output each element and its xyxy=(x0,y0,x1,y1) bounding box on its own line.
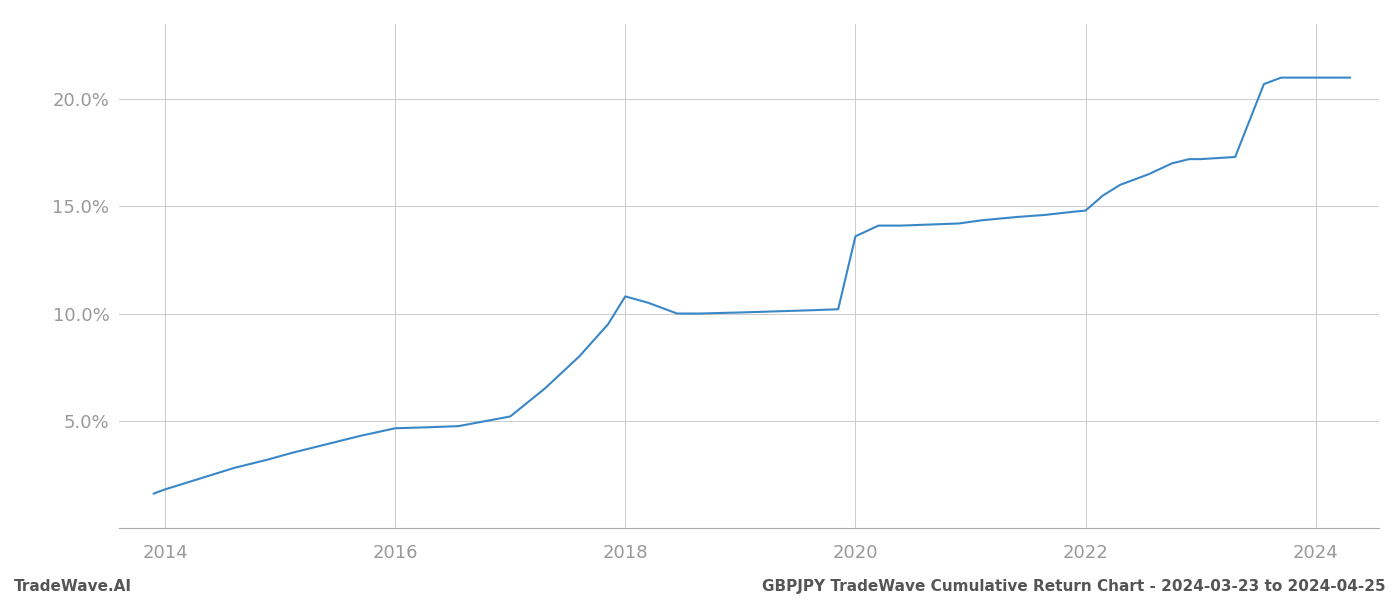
Text: GBPJPY TradeWave Cumulative Return Chart - 2024-03-23 to 2024-04-25: GBPJPY TradeWave Cumulative Return Chart… xyxy=(763,579,1386,594)
Text: TradeWave.AI: TradeWave.AI xyxy=(14,579,132,594)
